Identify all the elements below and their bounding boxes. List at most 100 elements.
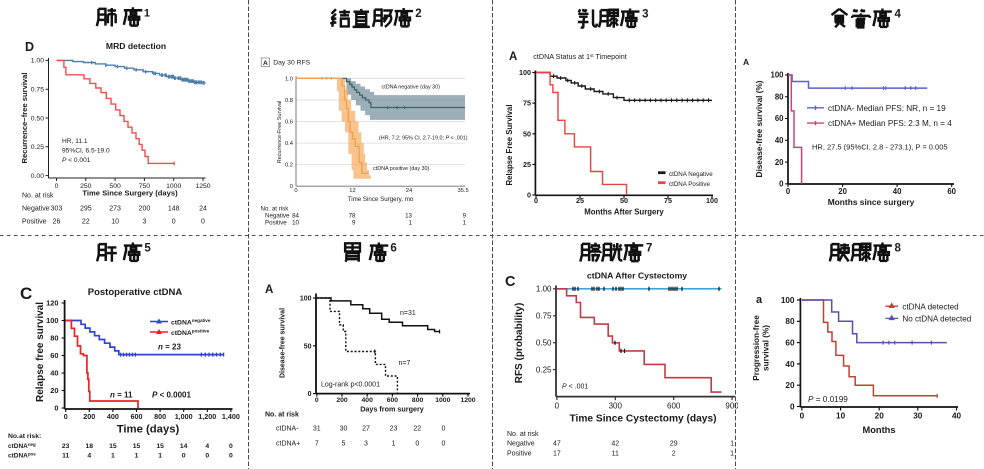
svg-text:ctDNA detected: ctDNA detected xyxy=(902,302,958,311)
svg-text:1.00: 1.00 xyxy=(536,285,552,294)
svg-text:HR, 27.5 (95%CI, 2.8 - 273.1),: HR, 27.5 (95%CI, 2.8 - 273.1), P = 0.005 xyxy=(812,143,948,152)
svg-text:ctDNA negative (day 30): ctDNA negative (day 30) xyxy=(382,85,441,91)
svg-text:47: 47 xyxy=(553,441,561,448)
svg-text:1,200: 1,200 xyxy=(198,412,216,421)
svg-text:0: 0 xyxy=(55,183,59,190)
svg-text:23: 23 xyxy=(390,426,398,433)
svg-text:8: 8 xyxy=(895,243,902,255)
svg-text:Time Since Surgery, mo: Time Since Surgery, mo xyxy=(348,196,414,203)
svg-text:2: 2 xyxy=(415,8,421,20)
svg-text:0: 0 xyxy=(315,397,319,404)
svg-text:273: 273 xyxy=(109,206,121,213)
svg-text:Postoperative ctDNA: Postoperative ctDNA xyxy=(88,287,183,298)
svg-text:20: 20 xyxy=(875,412,885,421)
svg-text:Negative: Negative xyxy=(265,213,290,220)
svg-text:ctDNA Positive: ctDNA Positive xyxy=(669,181,710,188)
svg-text:1,400: 1,400 xyxy=(222,412,240,421)
svg-text:11: 11 xyxy=(62,453,69,460)
svg-text:Day 30 RFS: Day 30 RFS xyxy=(273,60,310,67)
svg-text:60: 60 xyxy=(947,187,956,196)
svg-text:20: 20 xyxy=(838,187,847,196)
svg-text:80: 80 xyxy=(50,334,58,343)
svg-text:0: 0 xyxy=(790,402,795,411)
svg-text:D: D xyxy=(25,40,34,54)
svg-text:Months: Months xyxy=(862,425,895,435)
svg-text:80: 80 xyxy=(785,317,795,326)
svg-text:n = 11: n = 11 xyxy=(110,391,133,400)
svg-text:22: 22 xyxy=(413,426,421,433)
svg-text:250: 250 xyxy=(80,183,92,190)
svg-text:0: 0 xyxy=(229,443,233,450)
svg-text:P < 0.0001: P < 0.0001 xyxy=(152,391,191,400)
svg-text:Months After Surgery: Months After Surgery xyxy=(584,208,664,217)
svg-text:84: 84 xyxy=(292,213,299,220)
svg-text:20: 20 xyxy=(785,381,795,390)
svg-text:800: 800 xyxy=(412,397,424,404)
svg-text:3: 3 xyxy=(142,219,146,226)
svg-text:ctDNApositive: ctDNApositive xyxy=(171,328,210,336)
svg-text:5: 5 xyxy=(144,243,151,255)
svg-text:0: 0 xyxy=(415,441,419,448)
svg-text:50: 50 xyxy=(304,343,312,350)
svg-text:ctDNA Status at 1st Timepoint: ctDNA Status at 1st Timepoint xyxy=(533,52,626,61)
svg-text:Relapse free survival: Relapse free survival xyxy=(35,302,46,402)
svg-text:600: 600 xyxy=(667,402,681,411)
svg-text:No ctDNA detected: No ctDNA detected xyxy=(902,315,971,324)
svg-text:a: a xyxy=(756,294,763,306)
svg-text:ctDNA+ Median PFS: 2.3 M, n =: ctDNA+ Median PFS: 2.3 M, n = 4 xyxy=(828,119,952,128)
svg-text:Negative: Negative xyxy=(507,441,535,448)
svg-text:900: 900 xyxy=(725,402,738,411)
svg-text:n = 23: n = 23 xyxy=(158,343,181,352)
svg-text:Days from surgery: Days from surgery xyxy=(360,405,424,414)
svg-text:29: 29 xyxy=(670,441,678,448)
svg-text:40: 40 xyxy=(785,360,795,369)
svg-text:1: 1 xyxy=(730,451,734,458)
svg-text:0: 0 xyxy=(290,184,293,190)
svg-text:ctDNAneg: ctDNAneg xyxy=(8,442,36,450)
svg-text:18: 18 xyxy=(86,443,94,450)
svg-text:1: 1 xyxy=(392,441,396,448)
svg-text:1: 1 xyxy=(158,453,162,460)
svg-text:0: 0 xyxy=(442,426,446,433)
svg-text:A: A xyxy=(265,284,273,296)
svg-text:200: 200 xyxy=(139,206,151,213)
svg-text:100: 100 xyxy=(300,296,312,303)
svg-text:MRD detection: MRD detection xyxy=(106,41,166,51)
svg-text:4: 4 xyxy=(895,9,902,21)
svg-text:15: 15 xyxy=(109,443,117,450)
svg-text:ctDNA-: ctDNA- xyxy=(276,426,299,433)
svg-text:60: 60 xyxy=(50,351,58,360)
svg-text:A: A xyxy=(743,57,749,67)
svg-text:(HR, 7.2; 95% CI, 2.7-19.0; P: (HR, 7.2; 95% CI, 2.7-19.0; P < .001) xyxy=(379,136,468,142)
svg-text:1: 1 xyxy=(144,8,150,20)
svg-text:Disease-free survival (%): Disease-free survival (%) xyxy=(755,80,764,177)
svg-text:HR, 11.1: HR, 11.1 xyxy=(62,138,88,145)
svg-text:Positive: Positive xyxy=(265,220,287,227)
svg-text:120: 120 xyxy=(46,299,58,308)
svg-text:26: 26 xyxy=(53,219,61,226)
svg-text:0.00: 0.00 xyxy=(31,173,44,180)
svg-text:0: 0 xyxy=(54,404,58,413)
svg-text:300: 300 xyxy=(609,402,623,411)
svg-text:No.at risk:: No.at risk: xyxy=(8,433,41,440)
svg-text:P < 0.001: P < 0.001 xyxy=(62,157,91,164)
svg-text:60: 60 xyxy=(785,339,795,348)
svg-text:A: A xyxy=(263,60,268,67)
svg-text:200: 200 xyxy=(83,412,95,421)
svg-text:22: 22 xyxy=(82,219,90,226)
svg-text:No. at risk: No. at risk xyxy=(507,431,539,438)
svg-text:0: 0 xyxy=(229,453,233,460)
svg-text:0: 0 xyxy=(205,453,209,460)
svg-text:27: 27 xyxy=(362,426,370,433)
svg-text:1000: 1000 xyxy=(166,183,181,190)
svg-text:ctDNA Negative: ctDNA Negative xyxy=(669,171,713,178)
svg-text:Relapse Free Survival: Relapse Free Survival xyxy=(505,104,514,185)
svg-text:Disease-free survival: Disease-free survival xyxy=(280,308,287,378)
svg-text:13: 13 xyxy=(405,213,412,220)
svg-text:9: 9 xyxy=(352,220,356,227)
svg-text:500: 500 xyxy=(109,183,121,190)
svg-text:35.5: 35.5 xyxy=(457,188,468,194)
svg-text:No. at risk: No. at risk xyxy=(265,412,299,419)
svg-text:17: 17 xyxy=(553,451,561,458)
svg-text:1.0: 1.0 xyxy=(285,76,293,82)
